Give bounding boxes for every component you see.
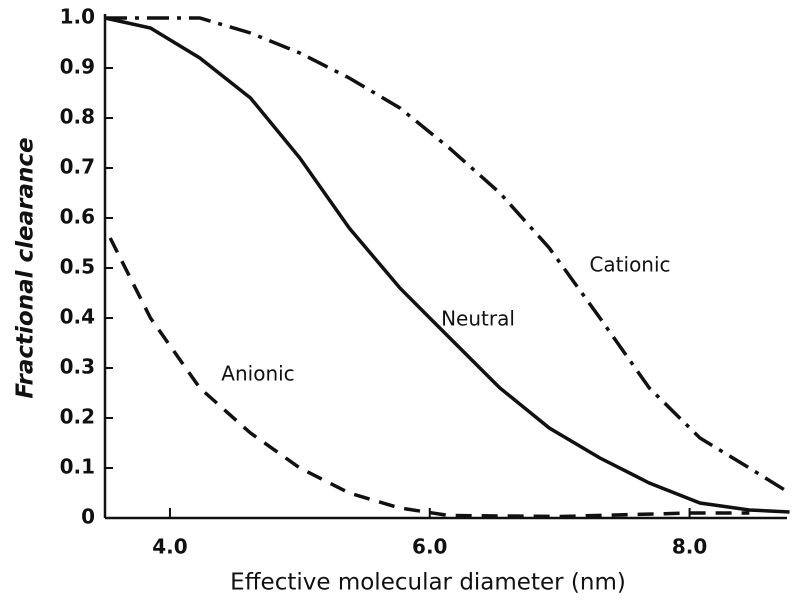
x-axis-label: Effective molecular diameter (nm) — [230, 570, 626, 596]
y-tick-label: 0.2 — [60, 405, 95, 429]
series-label: Neutral — [441, 307, 515, 331]
y-tick-label: 0.9 — [60, 55, 95, 79]
y-tick-label: 0.1 — [60, 455, 95, 479]
series-label: Cationic — [589, 253, 670, 277]
y-axis-label: Fractional clearance — [13, 137, 39, 398]
series-label: Anionic — [221, 362, 294, 386]
y-tick-label: 0 — [81, 505, 95, 529]
series-line — [105, 16, 791, 495]
series-line — [108, 237, 750, 519]
y-tick-label: 0.3 — [60, 355, 95, 379]
y-tick-label: 0.4 — [60, 305, 95, 329]
series-line — [104, 16, 790, 514]
x-tick-label: 4.0 — [152, 535, 187, 559]
x-tick-label: 6.0 — [412, 535, 447, 559]
x-tick-label: 8.0 — [672, 535, 707, 559]
y-tick-label: 0.5 — [60, 255, 95, 279]
y-tick-label: 0.6 — [60, 205, 95, 229]
y-tick-label: 0.8 — [60, 105, 95, 129]
y-tick-label: 1.0 — [60, 5, 95, 29]
y-tick-label: 0.7 — [60, 155, 95, 179]
